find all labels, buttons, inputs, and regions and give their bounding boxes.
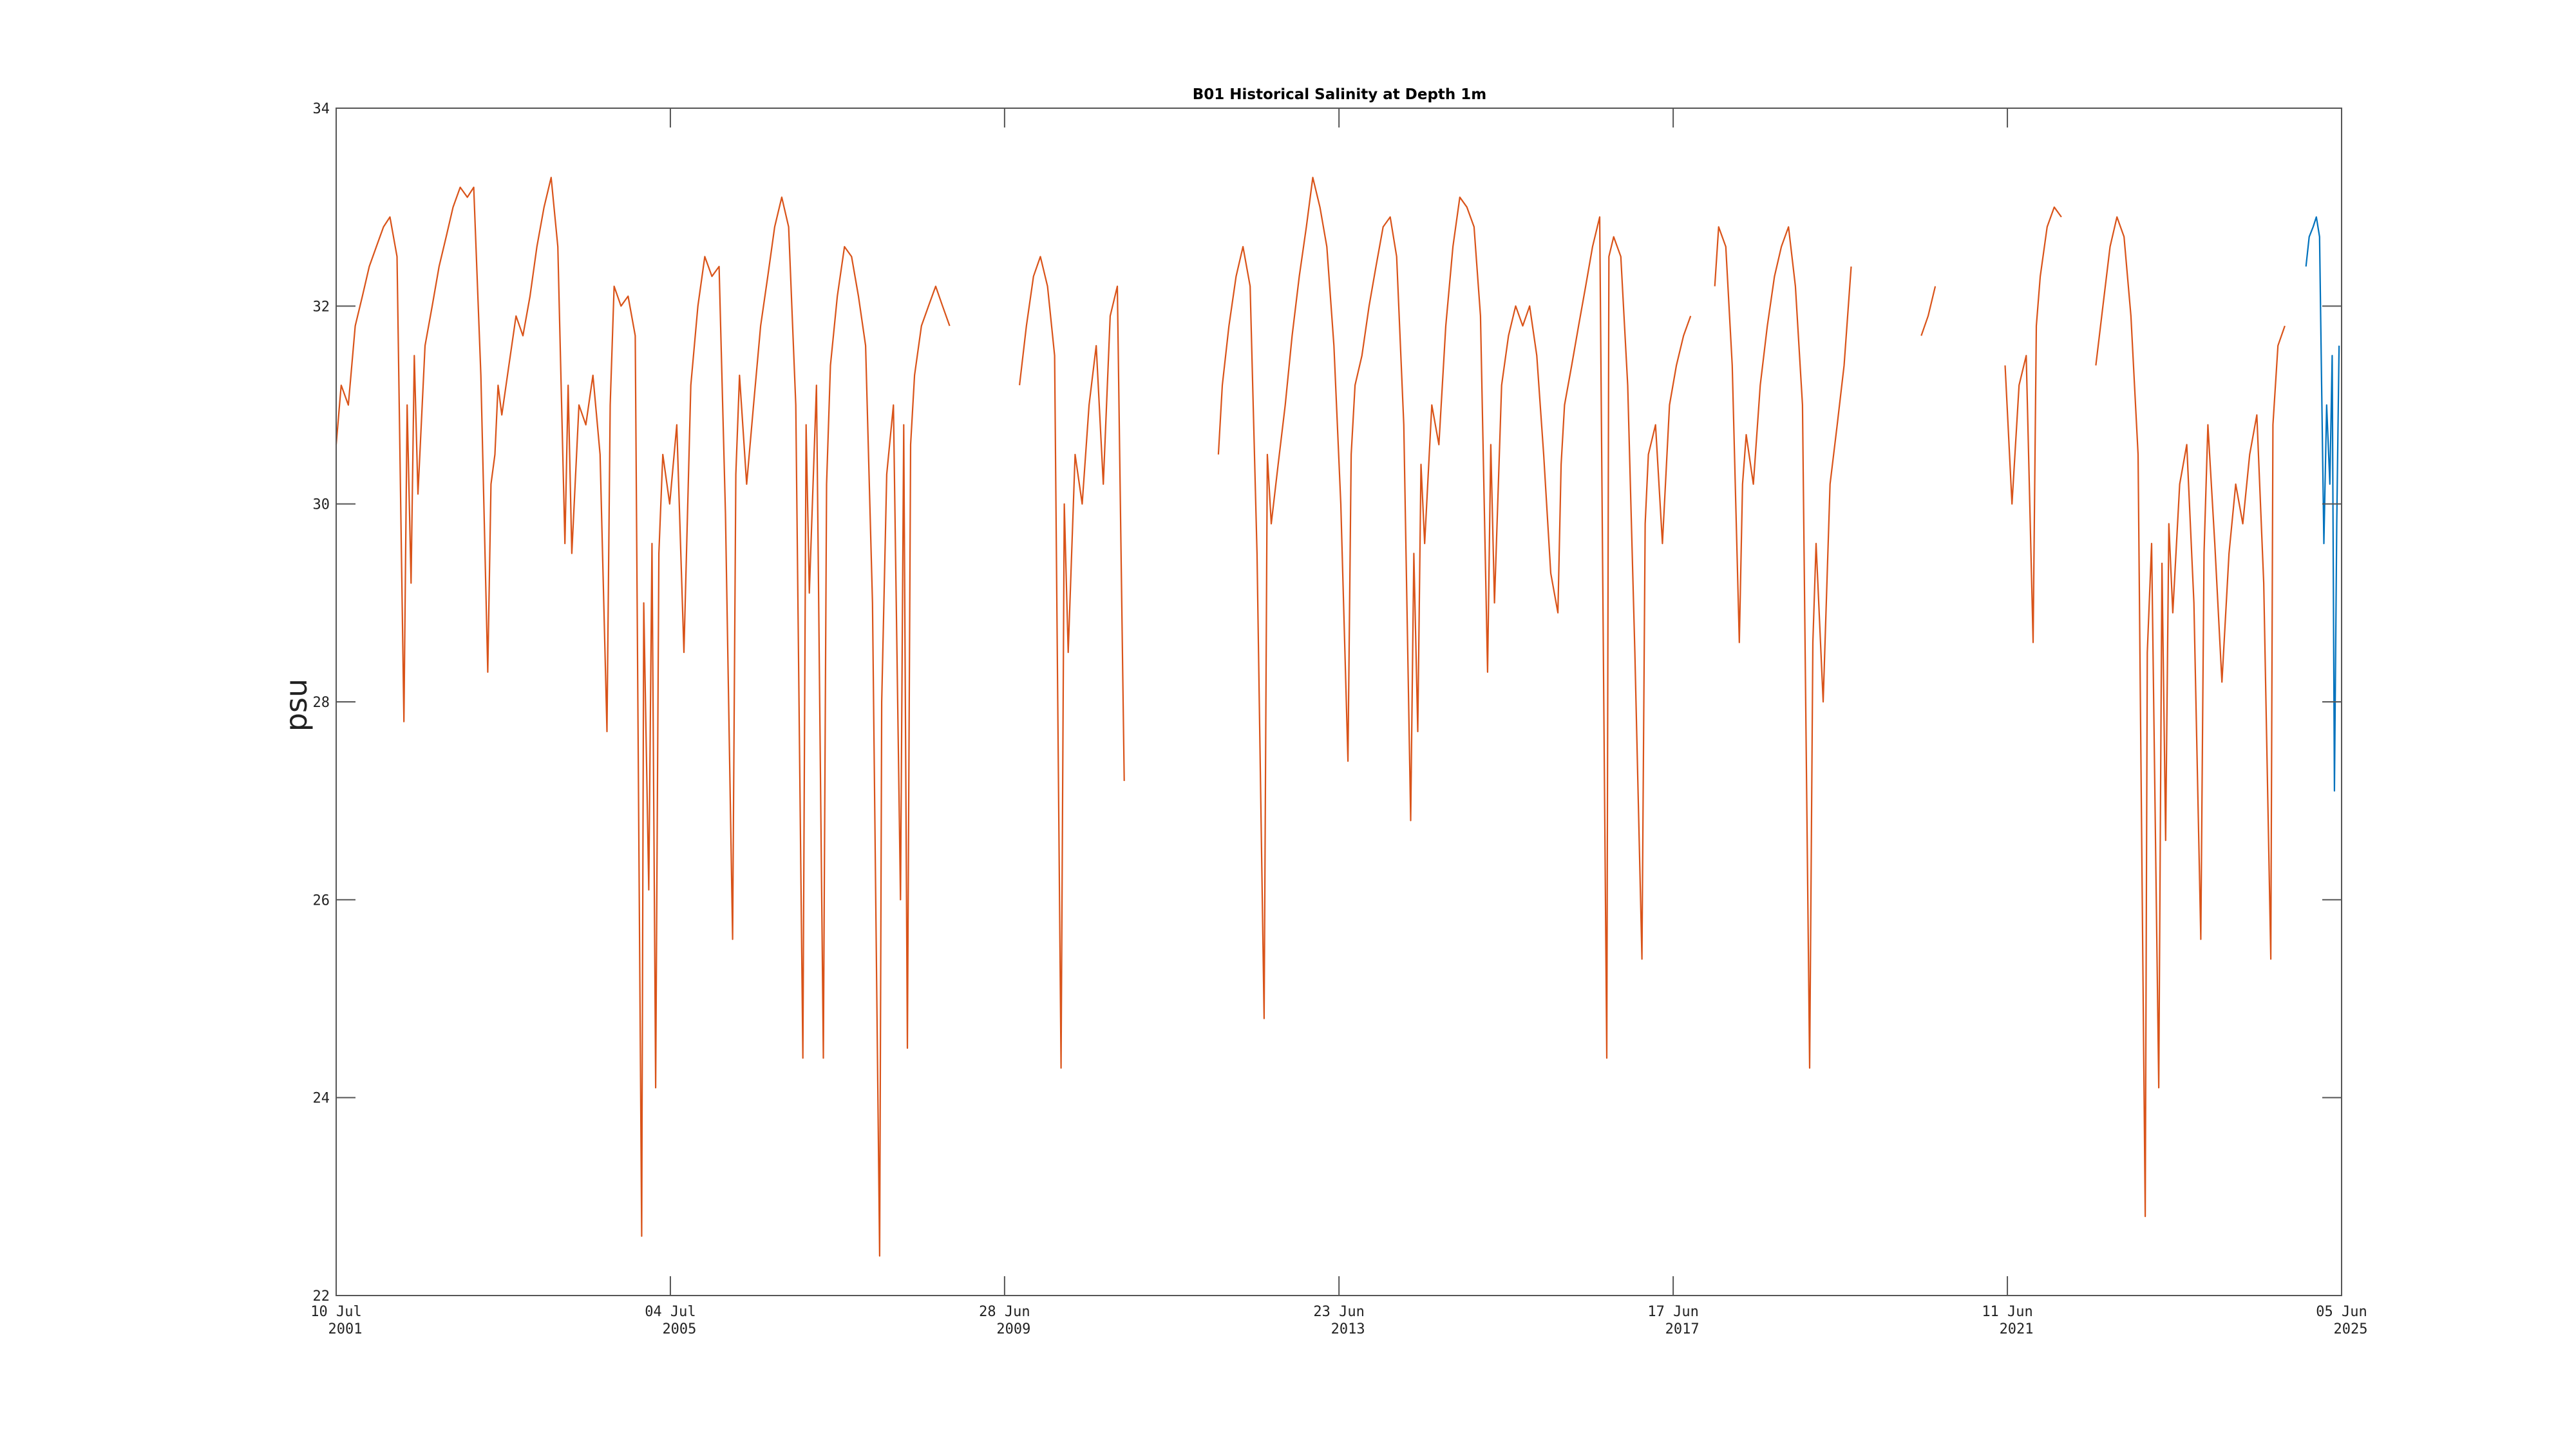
x-tick-label-date-1: 04 Jul: [645, 1304, 696, 1320]
y-tick-label-6: 34: [313, 101, 330, 117]
y-tick-label-2: 26: [313, 892, 330, 909]
y-tick-label-1: 24: [313, 1091, 330, 1107]
series-1-segment-0: [2305, 216, 2340, 792]
series-0-segment-3: [1714, 226, 1852, 1069]
x-tick-label-date-6: 05 Jun: [2316, 1304, 2367, 1320]
x-tick-label-date-5: 11 Jun: [1982, 1304, 2032, 1320]
series-layer: [335, 176, 2340, 1257]
y-tick-label-4: 30: [313, 497, 330, 513]
chart-title: B01 Historical Salinity at Depth 1m: [1193, 86, 1487, 103]
x-tick-label-date-3: 23 Jun: [1313, 1304, 1364, 1320]
series-0-segment-4: [1920, 286, 1937, 336]
x-tick-label-year-2: 2009: [996, 1321, 1030, 1337]
y-tick-label-3: 28: [313, 695, 330, 711]
x-tick-label-date-0: 10 Jul: [310, 1304, 361, 1320]
x-tick-label-date-2: 28 Jun: [979, 1304, 1030, 1320]
y-tick-label-0: 22: [313, 1288, 330, 1305]
x-tick-label-year-6: 2025: [2334, 1321, 2368, 1337]
series-0-segment-6: [2095, 216, 2286, 1218]
y-tick-label-5: 32: [313, 299, 330, 315]
series-0-segment-5: [2004, 206, 2062, 643]
x-tick-label-year-0: 2001: [328, 1321, 363, 1337]
x-tick-label-year-5: 2021: [2000, 1321, 2034, 1337]
x-tick-label-date-4: 17 Jun: [1647, 1304, 1698, 1320]
x-tick-label-year-4: 2017: [1665, 1321, 1700, 1337]
series-0-segment-1: [1019, 256, 1125, 1069]
x-tick-label-year-1: 2005: [662, 1321, 696, 1337]
series-0-segment-2: [1217, 176, 1692, 1059]
y-axis-label: psu: [279, 679, 314, 731]
series-0-segment-0: [335, 176, 951, 1257]
x-tick-label-year-3: 2013: [1331, 1321, 1365, 1337]
